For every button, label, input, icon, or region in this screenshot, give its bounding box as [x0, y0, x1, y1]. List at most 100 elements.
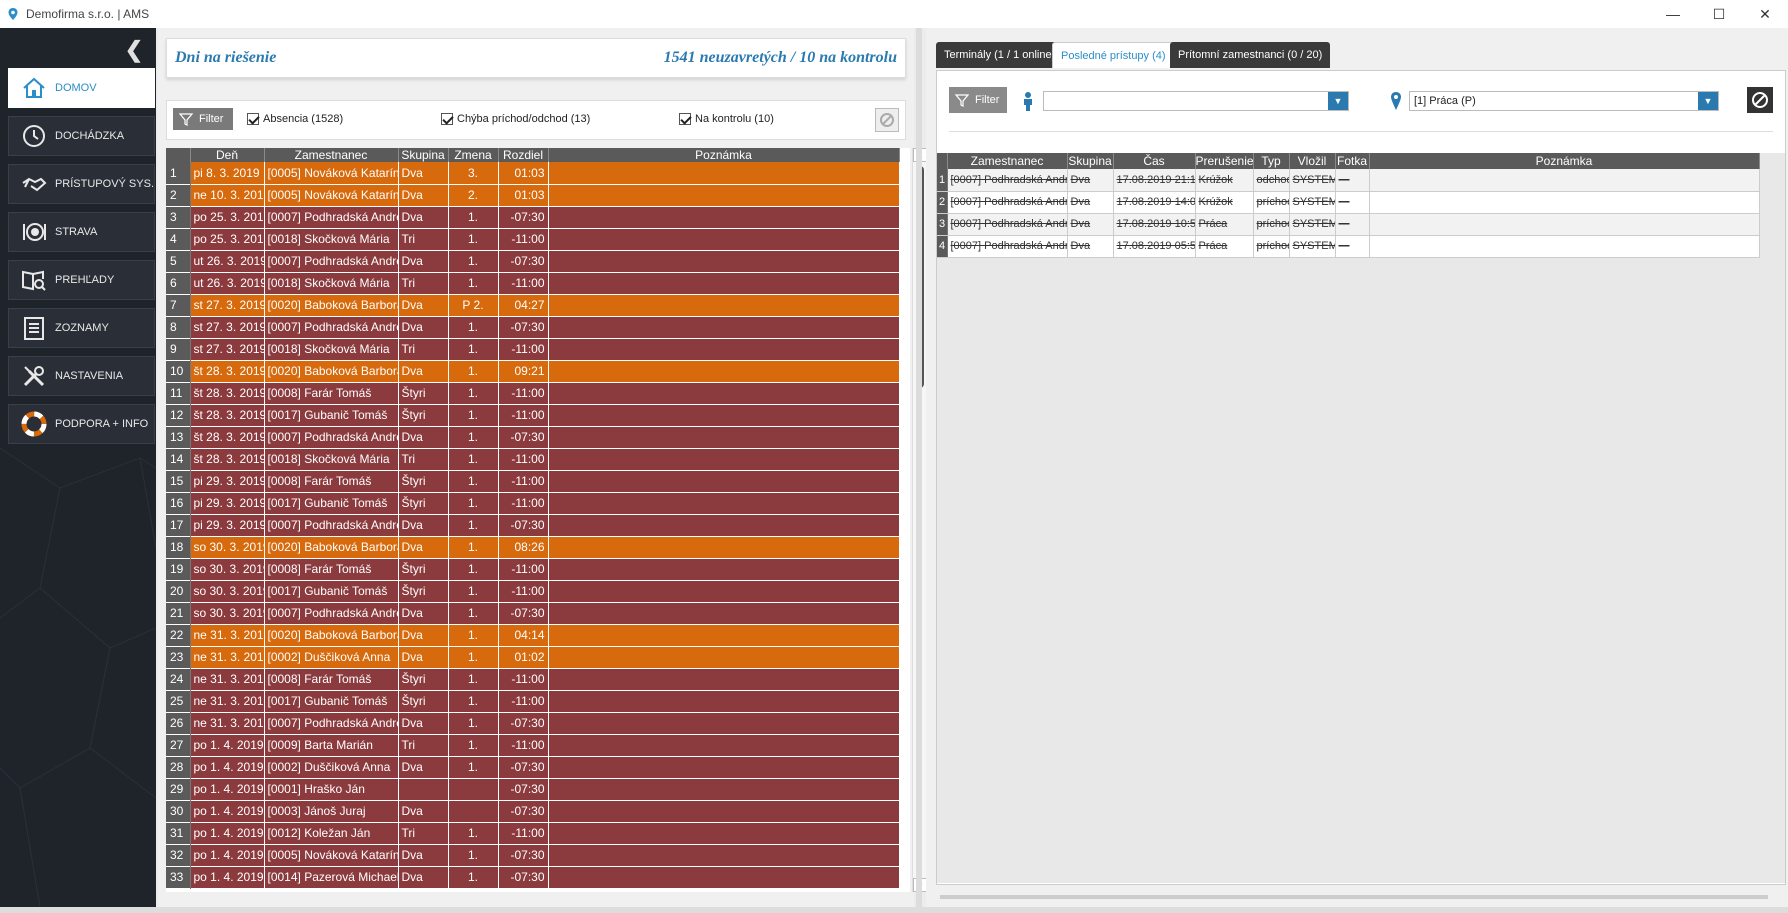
- cell-poznamka[interactable]: [548, 184, 900, 207]
- cell-poznamka[interactable]: [548, 272, 900, 295]
- table-row[interactable]: 4 po 25. 3. 2019 [0018] Skočková Mária Tri 1…: [166, 228, 900, 251]
- table-row[interactable]: 32 po 1. 4. 2019 [0005] Nováková Katarína D…: [166, 844, 900, 867]
- cell-poznamka[interactable]: [548, 844, 900, 867]
- table-row[interactable]: 26 ne 31. 3. 2019 [0007] Podhradská Andrea…: [166, 712, 900, 735]
- cell-poznamka[interactable]: [548, 536, 900, 559]
- checkbox-box[interactable]: [441, 113, 453, 125]
- cell-poznamka[interactable]: [548, 756, 900, 779]
- cell-poznamka[interactable]: [548, 624, 900, 647]
- sidebar-item-zoznamy[interactable]: ZOZNAMY: [8, 308, 155, 348]
- table-row[interactable]: 6 ut 26. 3. 2019 [0018] Skočková Mária Tri 1…: [166, 272, 900, 295]
- cell-poznamka[interactable]: [548, 228, 900, 251]
- table-row[interactable]: 2 ne 10. 3. 2019 [0005] Nováková Katarína D…: [166, 184, 900, 207]
- column-header-fotka[interactable]: Fotka: [1335, 153, 1370, 169]
- column-header-skupina[interactable]: Skupina: [1067, 153, 1114, 169]
- sidebar-item-domov[interactable]: DOMOV: [8, 68, 155, 108]
- sidebar-item-podpora[interactable]: PODPORA + INFO: [8, 404, 155, 444]
- table-row[interactable]: 20 so 30. 3. 2019 [0017] Gubanič Tomáš Štyr…: [166, 580, 900, 603]
- clear-filter-button[interactable]: [875, 108, 899, 132]
- sidebar-item-dochadzka[interactable]: DOCHÁDZKA: [8, 116, 155, 156]
- table-row[interactable]: 30 po 1. 4. 2019 [0003] Jánoš Juraj Dva -07:…: [166, 800, 900, 823]
- table-row[interactable]: 23 ne 31. 3. 2019 [0002] Duščiková Anna Dva…: [166, 646, 900, 669]
- table-row[interactable]: 28 po 1. 4. 2019 [0002] Duščiková Anna Dva 1…: [166, 756, 900, 779]
- table-row[interactable]: 25 ne 31. 3. 2019 [0017] Gubanič Tomáš Štyr…: [166, 690, 900, 713]
- cell-poznamka[interactable]: [548, 734, 900, 757]
- column-header-zamestnanec[interactable]: Zamestnanec: [947, 153, 1068, 169]
- place-select[interactable]: [1] Práca (P) ▼: [1409, 91, 1719, 111]
- table-row[interactable]: 5 ut 26. 3. 2019 [0007] Podhradská Andrea D…: [166, 250, 900, 273]
- tab-posledne-pristupy[interactable]: Posledné prístupy (4): [1052, 42, 1175, 68]
- cell-poznamka[interactable]: [548, 162, 900, 185]
- cell-poznamka[interactable]: [548, 580, 900, 603]
- employee-select[interactable]: ▼: [1043, 91, 1349, 111]
- horizontal-scrollbar[interactable]: [940, 895, 1768, 899]
- minimize-button[interactable]: —: [1666, 6, 1680, 22]
- table-row[interactable]: 33 po 1. 4. 2019 [0014] Pazerová Michaela D…: [166, 866, 900, 889]
- table-row[interactable]: 15 pi 29. 3. 2019 [0008] Farár Tomáš Štyri 1…: [166, 470, 900, 493]
- cell-poznamka[interactable]: [548, 492, 900, 515]
- table-row[interactable]: 3 po 25. 3. 2019 [0007] Podhradská Andrea D…: [166, 206, 900, 229]
- clear-access-filter-button[interactable]: [1747, 87, 1773, 113]
- cell-poznamka[interactable]: [548, 404, 900, 427]
- table-row[interactable]: 31 po 1. 4. 2019 [0012] Koležan Ján Tri 1. -1…: [166, 822, 900, 845]
- table-row[interactable]: 10 št 28. 3. 2019 [0020] Baboková Barbora D…: [166, 360, 900, 383]
- cell-poznamka[interactable]: [548, 316, 900, 339]
- sidebar-item-strava[interactable]: STRAVA: [8, 212, 155, 252]
- column-header-zmena[interactable]: Zmena: [448, 148, 499, 162]
- table-row[interactable]: 1 pi 8. 3. 2019 [0005] Nováková Katarína Dv…: [166, 162, 900, 185]
- table-row[interactable]: 2[0007] Podhradská AndreaDva17.08.2019 1…: [937, 191, 1760, 214]
- cell-poznamka[interactable]: [548, 778, 900, 801]
- cell-poznamka[interactable]: [548, 206, 900, 229]
- cell-poznamka[interactable]: [548, 382, 900, 405]
- cell-poznamka[interactable]: [548, 646, 900, 669]
- chevron-down-icon[interactable]: ▼: [1328, 92, 1348, 110]
- chevron-down-icon[interactable]: ▼: [1698, 92, 1718, 110]
- cell-poznamka[interactable]: [548, 690, 900, 713]
- maximize-button[interactable]: ☐: [1712, 5, 1726, 22]
- table-row[interactable]: 3[0007] Podhradská AndreaDva17.08.2019 1…: [937, 213, 1760, 236]
- column-header-rozdiel[interactable]: Rozdiel: [498, 148, 549, 162]
- column-header-typ[interactable]: Typ: [1253, 153, 1290, 169]
- table-row[interactable]: 13 št 28. 3. 2019 [0007] Podhradská Andrea…: [166, 426, 900, 449]
- table-row[interactable]: 12 št 28. 3. 2019 [0017] Gubanič Tomáš Štyr…: [166, 404, 900, 427]
- table-row[interactable]: 29 po 1. 4. 2019 [0001] Hraško Ján -07:30: [166, 778, 900, 801]
- table-row[interactable]: 18 so 30. 3. 2019 [0020] Baboková Barbora D…: [166, 536, 900, 559]
- cell-poznamka[interactable]: [548, 602, 900, 625]
- column-header-cas[interactable]: Čas: [1113, 153, 1196, 169]
- table-row[interactable]: 1[0007] Podhradská AndreaDva17.08.2019 2…: [937, 169, 1760, 192]
- sidebar-item-pristupovy[interactable]: PRÍSTUPOVÝ SYS.: [8, 164, 155, 204]
- table-row[interactable]: 19 so 30. 3. 2019 [0008] Farár Tomáš Štyri 1…: [166, 558, 900, 581]
- table-row[interactable]: 24 ne 31. 3. 2019 [0008] Farár Tomáš Štyri 1…: [166, 668, 900, 691]
- checkbox-box[interactable]: [247, 113, 259, 125]
- column-header-prerusenie[interactable]: Prerušenie: [1195, 153, 1254, 169]
- close-button[interactable]: ✕: [1759, 5, 1771, 22]
- cell-poznamka[interactable]: [548, 712, 900, 735]
- collapse-sidebar-icon[interactable]: ❮: [124, 37, 144, 62]
- tab-terminaly[interactable]: Terminály (1 / 1 online): [936, 42, 1064, 68]
- cell-poznamka[interactable]: [548, 800, 900, 823]
- column-header-den[interactable]: Deň: [190, 148, 265, 162]
- column-header-poznamka[interactable]: Poznámka: [548, 148, 900, 162]
- column-header-poznamka[interactable]: Poznámka: [1369, 153, 1760, 169]
- column-header-skupina[interactable]: Skupina: [398, 148, 449, 162]
- cell-poznamka[interactable]: [548, 470, 900, 493]
- tab-pritomni-zamestnanci[interactable]: Prítomní zamestnanci (0 / 20): [1170, 42, 1331, 68]
- table-row[interactable]: 22 ne 31. 3. 2019 [0020] Baboková Barbora D…: [166, 624, 900, 647]
- panel-splitter[interactable]: [916, 28, 922, 907]
- checkbox-box[interactable]: [679, 113, 691, 125]
- table-row[interactable]: 14 št 28. 3. 2019 [0018] Skočková Mária Tri…: [166, 448, 900, 471]
- cell-poznamka[interactable]: [548, 822, 900, 845]
- table-row[interactable]: 21 so 30. 3. 2019 [0007] Podhradská Andrea…: [166, 602, 900, 625]
- cell-poznamka[interactable]: [548, 866, 900, 889]
- table-row[interactable]: 4[0007] Podhradská AndreaDva17.08.2019 0…: [937, 235, 1760, 258]
- access-filter-button[interactable]: Filter: [949, 87, 1007, 113]
- cell-poznamka[interactable]: [548, 668, 900, 691]
- checkbox-absencia[interactable]: Absencia (1528): [247, 113, 343, 125]
- cell-poznamka[interactable]: [548, 338, 900, 361]
- cell-poznamka[interactable]: [548, 360, 900, 383]
- filter-button[interactable]: Filter: [173, 108, 233, 130]
- cell-poznamka[interactable]: [548, 294, 900, 317]
